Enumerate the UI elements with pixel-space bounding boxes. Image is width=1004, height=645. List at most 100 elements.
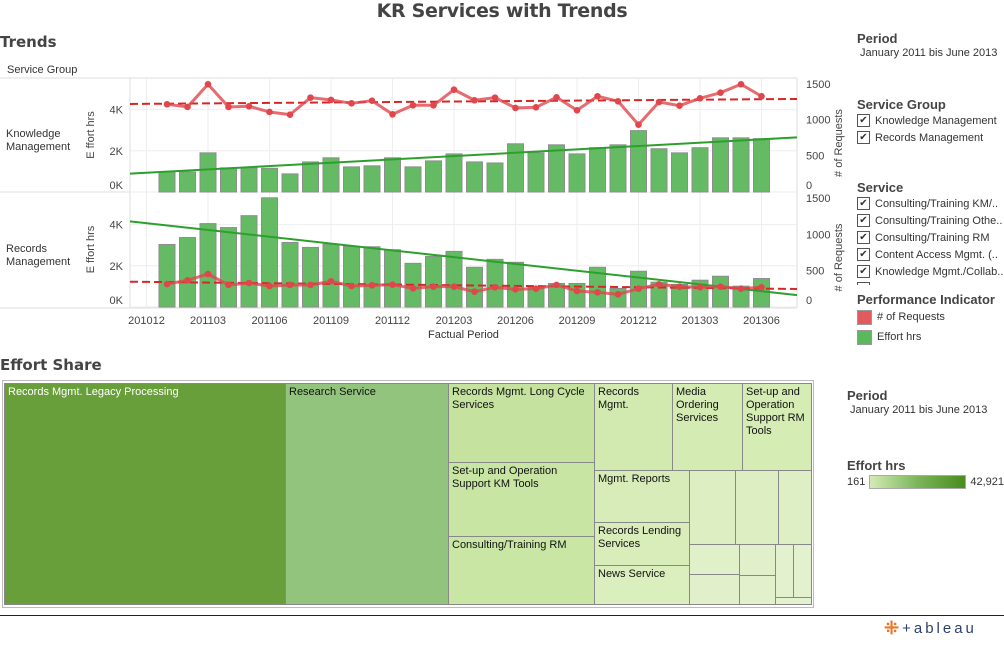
- checkbox-checked-icon[interactable]: ✔: [857, 231, 870, 244]
- color-ramp: [869, 475, 967, 489]
- treemap-cell[interactable]: [689, 574, 740, 605]
- right-tick-label: 1500: [806, 193, 830, 205]
- treemap-cell[interactable]: [689, 544, 740, 575]
- legend-item[interactable]: Effort hrs: [857, 327, 995, 347]
- treemap-cell-lending[interactable]: Records Lending Services: [594, 522, 690, 566]
- trends-chart[interactable]: 201012 201103 201106 201109 201112 201203 2012…: [0, 0, 860, 350]
- left-tick-label: 4K: [110, 220, 124, 232]
- requests-point: [266, 282, 273, 290]
- requests-point: [594, 92, 601, 100]
- treemap-cell-consulting-rm[interactable]: Consulting/Training RM: [448, 536, 595, 605]
- effort-bar: [691, 147, 709, 193]
- service-filter[interactable]: Service ✔ Consulting/Training KM/.. ✔ Cons…: [857, 180, 1004, 285]
- treemap-cell[interactable]: [775, 544, 794, 598]
- treemap-cell-setup-km[interactable]: Set-up and Operation Support KM Tools: [448, 462, 595, 537]
- requests-point: [286, 281, 294, 289]
- requests-point: [286, 111, 294, 118]
- treemap-cell-mgmt-reports[interactable]: Mgmt. Reports: [594, 470, 690, 523]
- treemap-cell[interactable]: [689, 470, 736, 545]
- filter-item[interactable]: ✔ Consulting/Training RM: [857, 229, 1004, 246]
- effort-bar: [527, 152, 545, 193]
- requests-point: [676, 102, 683, 110]
- requests-point: [737, 80, 745, 88]
- effort-bar: [445, 153, 463, 193]
- period-value: January 2011 bis June 2013: [860, 47, 998, 59]
- effort-bar: [486, 258, 504, 308]
- filter-item[interactable]: ✔ Knowledge Mgmt./Collab..: [857, 263, 1004, 280]
- requests-point: [655, 98, 663, 106]
- requests-point: [614, 97, 622, 105]
- requests-point: [327, 96, 335, 104]
- treemap-cell[interactable]: [735, 470, 779, 545]
- legend-label: # of Requests: [877, 311, 945, 323]
- requests-point: [696, 283, 704, 291]
- treemap-cell[interactable]: [778, 470, 812, 545]
- requests-point: [594, 289, 601, 296]
- treemap-cell-news[interactable]: News Service: [594, 565, 690, 605]
- treemap-cell-long-cycle[interactable]: Records Mgmt. Long Cycle Services: [448, 383, 595, 463]
- filter-item[interactable]: ✔ Content Access Mgmt. (..: [857, 246, 1004, 263]
- checkbox-icon[interactable]: [857, 282, 870, 285]
- x-axis-title: Factual Period: [428, 329, 499, 341]
- treemap-cell-legacy[interactable]: Records Mgmt. Legacy Processing: [4, 383, 286, 605]
- requests-point: [409, 285, 417, 292]
- color-legend-min: 161: [847, 476, 866, 488]
- filter-item[interactable]: ✔ Knowledge Management: [857, 112, 997, 129]
- filter-item[interactable]: ✔ Records Management: [857, 129, 997, 146]
- requests-point: [184, 277, 191, 284]
- filter-label: Content Access Mgmt. (..: [875, 248, 998, 261]
- checkbox-checked-icon[interactable]: ✔: [857, 197, 870, 210]
- checkbox-checked-icon[interactable]: ✔: [857, 248, 870, 261]
- checkbox-checked-icon[interactable]: ✔: [857, 131, 870, 144]
- treemap-cell[interactable]: [793, 544, 812, 598]
- treemap-cell[interactable]: [775, 597, 812, 605]
- effort-bar: [384, 249, 401, 308]
- left-tick-label: 0K: [110, 180, 124, 192]
- requests-point: [655, 281, 663, 288]
- effort-treemap[interactable]: Records Mgmt. Legacy Processing Research…: [4, 383, 812, 605]
- requests-point: [163, 280, 171, 288]
- treemap-cell-setup-rm[interactable]: Set-up and Operation Support RM Tools: [742, 383, 812, 471]
- legend-label: Effort hrs: [877, 331, 922, 343]
- footer-divider: [0, 615, 1004, 616]
- effort-bar: [507, 261, 524, 308]
- right-tick-label: 1000: [806, 114, 830, 126]
- x-tick-label: 201012: [128, 315, 165, 327]
- checkbox-checked-icon[interactable]: ✔: [857, 214, 870, 227]
- effort-bar: [158, 171, 176, 193]
- checkbox-checked-icon[interactable]: ✔: [857, 114, 870, 127]
- requests-point: [512, 286, 519, 293]
- effort-bar: [261, 167, 278, 193]
- treemap-cell[interactable]: [739, 575, 776, 605]
- treemap-cell[interactable]: [739, 544, 776, 576]
- x-tick-label: 201106: [252, 315, 288, 327]
- row-header: Service Group: [7, 64, 78, 76]
- effort-bar: [220, 227, 237, 308]
- tableau-logo[interactable]: ⁜ +ableau: [884, 619, 977, 637]
- effort-bar: [486, 162, 504, 193]
- effort-bar: [445, 250, 463, 308]
- treemap-cell-research[interactable]: Research Service: [285, 383, 449, 605]
- requests-point: [389, 110, 396, 118]
- effort-bar: [609, 144, 627, 193]
- checkbox-checked-icon[interactable]: ✔: [857, 265, 870, 278]
- effort-bar: [158, 243, 176, 308]
- filter-item[interactable]: [857, 280, 1004, 285]
- filter-item[interactable]: ✔ Consulting/Training KM/..: [857, 195, 1004, 212]
- effort-color-legend: Effort hrs 161 42,921: [847, 458, 1004, 489]
- treemap-cell-media[interactable]: Media Ordering Services: [672, 383, 743, 471]
- x-tick-label: 201103: [190, 315, 226, 327]
- requests-point: [245, 102, 253, 110]
- tableau-wordmark: +ableau: [902, 619, 977, 637]
- performance-title: Performance Indicator: [857, 292, 995, 307]
- requests-point: [573, 287, 581, 295]
- right-tick-label: 0: [806, 180, 812, 192]
- effort-bar: [220, 167, 237, 193]
- filter-label: Knowledge Mgmt./Collab..: [875, 265, 1004, 278]
- filter-label: Knowledge Management: [875, 114, 997, 127]
- legend-item[interactable]: # of Requests: [857, 307, 995, 327]
- filter-item[interactable]: ✔ Consulting/Training Othe..: [857, 212, 1004, 229]
- treemap-cell-records-mgmt[interactable]: Records Mgmt.: [594, 383, 673, 471]
- requests-point: [758, 92, 765, 100]
- right-axis-title: # of Requests: [833, 223, 845, 291]
